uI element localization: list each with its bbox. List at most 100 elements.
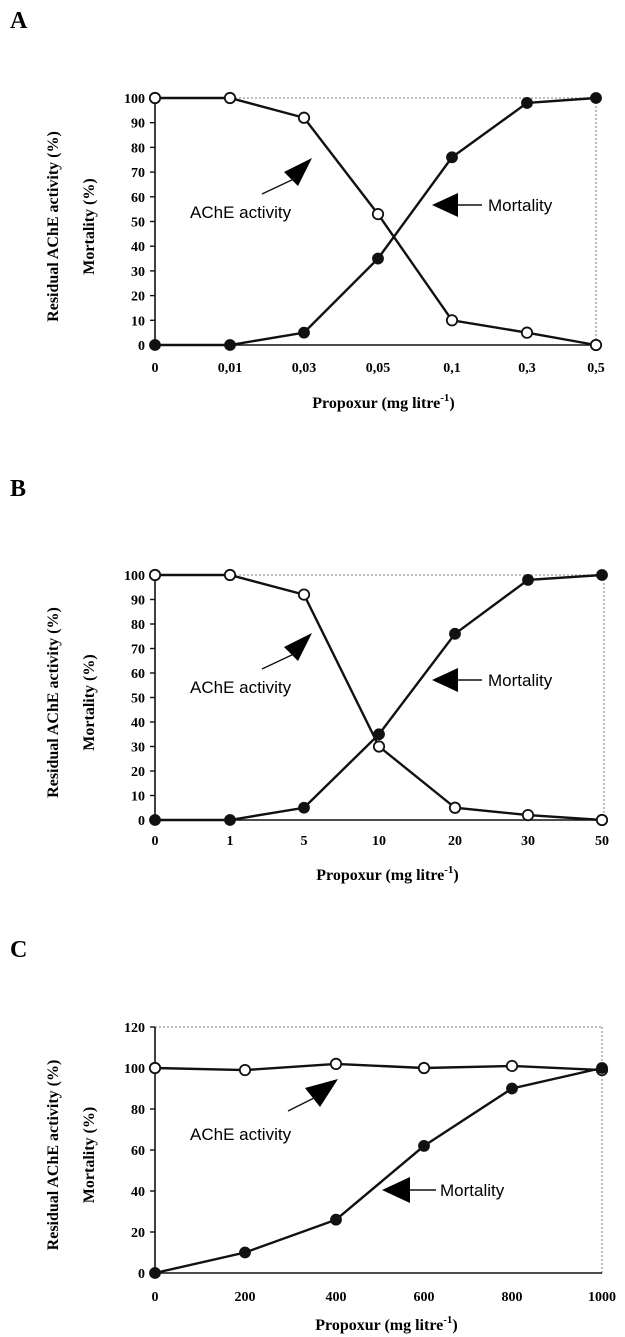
ache-point: [329, 1057, 343, 1070]
ache-point: [238, 1063, 252, 1077]
mortality-point: [418, 1140, 430, 1152]
y-tick-label: 20: [131, 765, 145, 780]
mortality-point: [446, 151, 458, 164]
ache-point: [448, 801, 462, 814]
annotation-arrow-ache: [284, 158, 312, 186]
y-tick-label: 50: [131, 692, 145, 707]
x-tick-label: 0,05: [366, 361, 391, 376]
ache-point: [521, 808, 535, 822]
mortality-point: [449, 627, 461, 640]
x-tick-label: 20: [448, 834, 462, 849]
y-tick-label: 90: [131, 594, 145, 609]
x-axis-title: Propoxur (mg litre-1): [312, 392, 454, 412]
y-tick-label: 70: [131, 166, 145, 181]
annotation-label-mort: Mortality: [440, 1181, 505, 1200]
x-tick-label: 1000: [588, 1290, 616, 1305]
mortality-point: [149, 814, 161, 826]
ache-point: [148, 91, 162, 105]
x-tick-label: 0: [152, 361, 159, 376]
mortality-point: [590, 92, 602, 104]
x-tick-label: 10: [372, 834, 386, 849]
ache-point: [520, 326, 534, 339]
chart-panel-a: A 0 10 20 30 40 50 60 70 80 90 100 0 0,01 0,03 0,05 0,1 0…: [10, 8, 605, 412]
y-axis-title-mortality: Mortality (%): [81, 654, 98, 750]
series-line-ache: [154, 1062, 603, 1072]
panel-letter: C: [10, 937, 27, 963]
annotation-arrow-mort: [432, 193, 458, 217]
y-tick-label: 50: [131, 216, 145, 231]
chart-panel-c: C 0 20 40 60 80 100 120 0 200 400 600 800 1000 Propoxu…: [10, 937, 616, 1334]
ache-point: [223, 91, 237, 105]
ache-point: [445, 314, 459, 327]
y-tick-label: 0: [138, 1267, 145, 1282]
y-tick-label: 10: [131, 314, 145, 329]
x-tick-label: 0,3: [518, 361, 536, 376]
x-tick-label: 0,03: [292, 361, 317, 376]
y-tick-label: 80: [131, 141, 145, 156]
ache-point: [148, 568, 162, 582]
y-tick-label: 70: [131, 643, 145, 658]
annotation-arrow-mort: [382, 1177, 410, 1203]
ache-point: [297, 588, 311, 601]
x-tick-label: 5: [301, 834, 308, 849]
x-tick-label: 0,5: [587, 361, 605, 376]
mortality-point: [596, 1062, 608, 1074]
x-axis-title: Propoxur (mg litre-1): [315, 1314, 457, 1334]
y-tick-label: 40: [131, 240, 145, 255]
y-tick-label: 80: [131, 618, 145, 633]
mortality-point: [224, 814, 236, 826]
panel-letter: A: [10, 8, 28, 34]
mortality-point: [239, 1246, 251, 1259]
annotation-label-ache: AChE activity: [190, 203, 292, 222]
mortality-point: [149, 1267, 161, 1279]
x-tick-label: 50: [595, 834, 609, 849]
y-tick-label: 90: [131, 117, 145, 132]
x-tick-label: 1: [227, 834, 234, 849]
annotation-leader-ache: [261, 177, 297, 195]
mortality-point: [330, 1213, 342, 1226]
series-line-ache: [155, 573, 603, 822]
y-tick-label: 30: [131, 741, 145, 756]
y-tick-label: 40: [131, 1185, 145, 1200]
x-tick-label: 600: [414, 1290, 435, 1305]
y-axis-title-mortality: Mortality (%): [81, 1107, 98, 1203]
y-axis-title-mortality: Mortality (%): [81, 178, 98, 274]
x-tick-label: 400: [326, 1290, 347, 1305]
mortality-point: [506, 1082, 518, 1095]
ache-point: [417, 1061, 431, 1075]
ache-point: [505, 1059, 519, 1073]
y-axis-title-ache: Residual AChE activity (%): [45, 1060, 62, 1251]
y-tick-label: 10: [131, 790, 145, 805]
mortality-point: [522, 574, 534, 586]
y-tick-label: 60: [131, 1144, 145, 1159]
annotation-leader-ache: [287, 1096, 317, 1112]
y-tick-label: 0: [138, 339, 145, 354]
annotation-arrow-ache: [305, 1079, 338, 1107]
x-tick-label: 0,1: [443, 361, 461, 376]
series-line-mortality: [155, 573, 603, 822]
ache-point: [372, 740, 386, 753]
annotation-label-mort: Mortality: [488, 196, 553, 215]
panel-letter: B: [10, 476, 26, 502]
annotation-arrow-mort: [432, 668, 458, 692]
mortality-point: [224, 339, 236, 351]
series-line-mortality: [154, 1066, 603, 1275]
annotation-label-ache: AChE activity: [190, 1125, 292, 1144]
x-tick-label: 200: [235, 1290, 256, 1305]
y-tick-label: 30: [131, 265, 145, 280]
x-tick-label: 0: [152, 834, 159, 849]
y-tick-label: 120: [124, 1021, 145, 1036]
ache-point: [297, 111, 311, 124]
chart-panel-b: B 0 10 20 30 40 50 60 70 80 90 100 0 1 5 10 20 30 50 Propox…: [10, 476, 609, 884]
y-tick-label: 60: [131, 667, 145, 682]
y-axis-title-ache: Residual AChE activity (%): [45, 607, 62, 798]
y-tick-label: 100: [124, 1062, 145, 1077]
y-axis-title-ache: Residual AChE activity (%): [45, 131, 62, 322]
annotation-leader-ache: [261, 652, 297, 670]
mortality-point: [298, 801, 310, 814]
ache-point: [589, 338, 603, 352]
ache-point: [371, 207, 385, 221]
x-tick-label: 0,01: [218, 361, 243, 376]
y-tick-label: 60: [131, 191, 145, 206]
mortality-point: [372, 252, 384, 265]
